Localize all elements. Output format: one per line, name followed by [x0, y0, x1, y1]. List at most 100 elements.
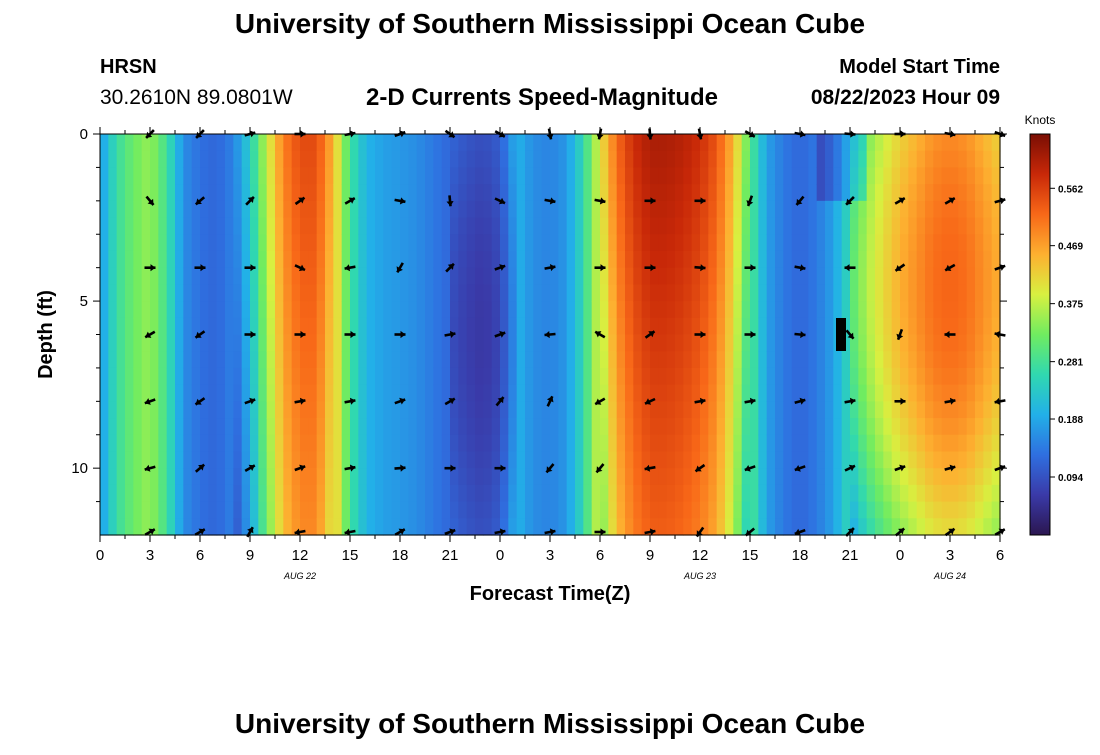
heat-cell	[383, 317, 393, 336]
heat-cell	[891, 401, 901, 419]
heat-cell	[575, 484, 584, 503]
heat-cell	[941, 184, 951, 202]
heat-cell	[333, 134, 343, 152]
heat-cell	[316, 167, 326, 185]
heat-cell	[916, 484, 926, 503]
heat-cell	[950, 334, 959, 352]
date-label: AUG 22	[283, 571, 316, 581]
heat-cell	[616, 267, 626, 285]
heat-cell	[975, 468, 984, 486]
heat-cell	[875, 134, 884, 152]
heat-cell	[416, 334, 426, 352]
heat-cell	[541, 134, 551, 152]
heat-cell	[341, 451, 351, 469]
heat-cell	[991, 451, 1001, 469]
heat-cell	[508, 518, 518, 536]
heat-cell	[225, 150, 234, 169]
heat-cell	[125, 501, 134, 519]
heat-cell	[766, 184, 776, 202]
heat-cell	[566, 301, 576, 319]
heat-cell	[375, 468, 384, 486]
vector-head	[449, 330, 456, 338]
heat-cell	[675, 367, 684, 386]
heat-cell	[825, 217, 834, 235]
heat-cell	[275, 401, 284, 419]
heat-cell	[366, 134, 376, 152]
heat-cell	[283, 134, 293, 152]
heat-cell	[600, 134, 609, 152]
heat-cell	[875, 150, 884, 169]
heat-cell	[716, 167, 726, 185]
heat-cell	[250, 267, 259, 285]
heat-cell	[700, 384, 709, 402]
date-label: AUG 23	[683, 571, 716, 581]
heat-cell	[500, 250, 509, 269]
heat-cell	[933, 200, 943, 219]
heat-cell	[758, 518, 768, 536]
heat-cell	[650, 217, 659, 235]
heat-cell	[358, 217, 368, 235]
heat-cell	[891, 200, 901, 219]
heat-cell	[216, 301, 226, 319]
heat-cell	[925, 301, 934, 319]
heat-cell	[875, 217, 884, 235]
current-vector	[494, 528, 506, 536]
heat-cell	[383, 200, 393, 219]
heat-cell	[916, 301, 926, 319]
heat-cell	[816, 367, 826, 386]
heat-cell	[608, 267, 618, 285]
heat-cell	[641, 250, 651, 269]
heat-cell	[966, 518, 976, 536]
heat-cell	[458, 518, 468, 536]
heat-cell	[925, 217, 934, 235]
heat-cell	[116, 134, 126, 152]
heat-cell	[866, 150, 876, 169]
heat-cell	[433, 501, 443, 519]
heat-cell	[191, 150, 201, 169]
heat-cell	[700, 434, 709, 453]
heat-cell	[908, 234, 918, 252]
heat-cell	[575, 434, 584, 453]
heat-cell	[583, 384, 593, 402]
heat-cell	[208, 501, 218, 519]
heat-cell	[316, 134, 326, 152]
heat-cell	[858, 301, 868, 319]
heat-cell	[366, 267, 376, 285]
heat-cell	[358, 267, 368, 285]
heat-cell	[375, 418, 384, 436]
heat-cell	[933, 367, 943, 386]
heat-cell	[191, 301, 201, 319]
heat-cell	[441, 167, 451, 185]
heat-cell	[316, 217, 326, 235]
heat-cell	[358, 284, 368, 302]
heat-cell	[725, 351, 734, 369]
heat-cell	[225, 267, 234, 285]
heat-cell	[883, 250, 893, 269]
current-vector	[694, 264, 706, 272]
current-vector	[844, 264, 856, 272]
heat-cell	[191, 200, 201, 219]
heat-cell	[691, 468, 701, 486]
heat-cell	[133, 250, 143, 269]
heat-cell	[616, 468, 626, 486]
heat-cell	[791, 451, 801, 469]
heat-cell	[625, 167, 634, 185]
heat-cell	[675, 134, 684, 152]
heat-cell	[291, 334, 301, 352]
model-start-label: Model Start Time	[839, 56, 1000, 78]
heat-cell	[233, 518, 243, 536]
heat-cell	[333, 217, 343, 235]
heat-cell	[941, 334, 951, 352]
heat-cell	[433, 384, 443, 402]
heat-cell	[616, 184, 626, 202]
heat-cell	[183, 501, 193, 519]
heat-cell	[808, 200, 818, 219]
heat-cell	[700, 250, 709, 269]
heat-cell	[775, 284, 784, 302]
heat-cell	[191, 167, 201, 185]
heat-cell	[416, 167, 426, 185]
heat-cell	[758, 134, 768, 152]
heat-cell	[166, 200, 176, 219]
heat-cell	[300, 134, 309, 152]
heat-cell	[466, 418, 476, 436]
